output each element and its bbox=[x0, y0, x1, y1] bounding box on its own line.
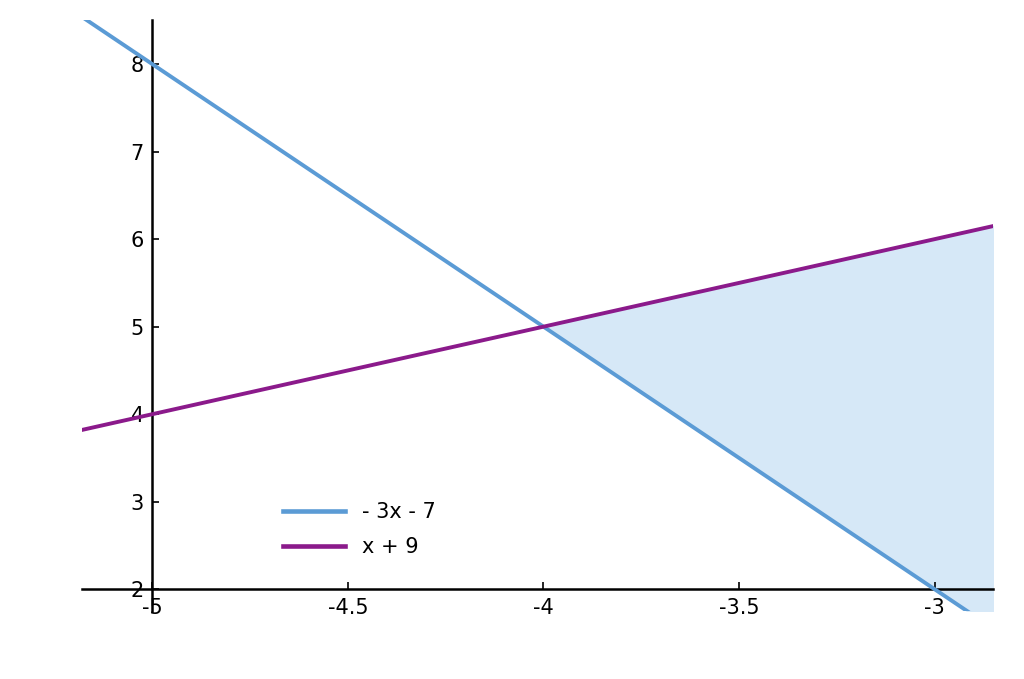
Legend: - 3x - 7, x + 9: - 3x - 7, x + 9 bbox=[274, 494, 444, 565]
